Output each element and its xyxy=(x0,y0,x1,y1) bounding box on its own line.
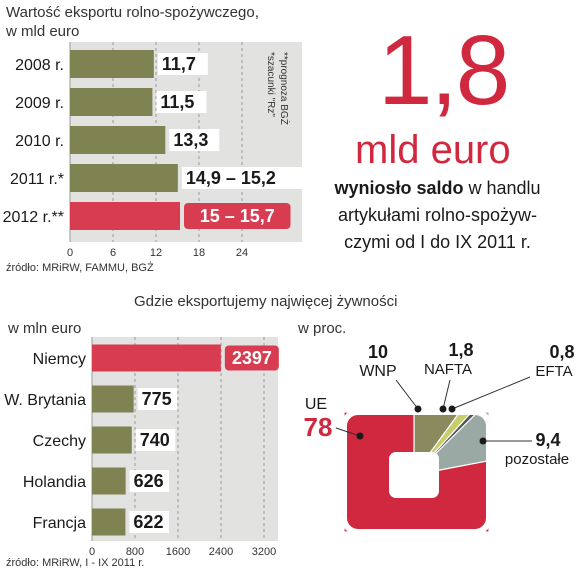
pie-label-nafta: NAFTA xyxy=(424,361,472,378)
pie-value-wnp: 10 xyxy=(368,342,388,362)
highlight-desc-bold: wyniosło saldo xyxy=(334,178,464,198)
x-tick-label: 12 xyxy=(150,247,162,259)
value-label: 622 xyxy=(133,512,163,532)
bar xyxy=(92,344,221,372)
value-label: 2397 xyxy=(232,348,272,368)
highlight-desc-line1: w handlu xyxy=(463,178,541,198)
value-label: 775 xyxy=(142,389,172,409)
top-chart-source: źródło: MRiRW, FAMMU, BGŻ xyxy=(6,261,154,274)
value-label: 626 xyxy=(134,471,164,491)
pie-center-hole xyxy=(389,452,439,498)
export-value-chart: 2008 r. 2009 r. 2010 r. 2011 r.* 2012 r.** 1… xyxy=(3,42,306,274)
x-tick-label: 1600 xyxy=(166,546,190,558)
value-label: 740 xyxy=(140,430,170,450)
leader-dot xyxy=(479,437,487,445)
top-chart-note-estimate: *szacunki "Rz" xyxy=(265,52,276,117)
value-label: 13,3 xyxy=(173,130,208,150)
pie-label-other: pozostałe xyxy=(505,451,569,468)
section-title: Gdzie eksportujemy najwięcej żywności xyxy=(134,293,398,310)
x-tick-label: 2400 xyxy=(209,546,233,558)
bar xyxy=(70,88,153,116)
leader-dot xyxy=(356,432,364,440)
highlight-desc-line3: czymi od I do IX 2011 r. xyxy=(344,232,531,252)
highlight-description: wyniosło saldo w handlu artykułami rolno… xyxy=(300,175,575,256)
value-label-bg xyxy=(157,53,208,75)
x-tick-label: 18 xyxy=(193,247,205,259)
bar xyxy=(92,426,132,454)
category-label: Niemcy xyxy=(33,351,86,368)
value-label-box xyxy=(184,203,291,229)
category-label: 2010 r. xyxy=(15,133,64,150)
value-label: 11,5 xyxy=(160,92,194,112)
pie-value-other: 9,4 xyxy=(535,430,560,450)
bar xyxy=(70,126,166,154)
leader-dot xyxy=(414,405,422,413)
category-label: Francja xyxy=(33,515,86,532)
bar xyxy=(70,50,154,78)
value-label: 14,9 – 15,2 xyxy=(186,168,276,188)
bottom-left-unit: w mln euro xyxy=(8,320,82,337)
value-label: 11,7 xyxy=(162,54,196,74)
leader-dot xyxy=(448,405,456,413)
bar xyxy=(92,508,126,536)
value-label-bg xyxy=(135,429,176,451)
category-label: 2012 r.** xyxy=(3,209,64,226)
value-label-bg xyxy=(137,388,178,410)
category-label: 2011 r.* xyxy=(10,171,64,188)
category-label: W. Brytania xyxy=(4,392,86,409)
value-label-bg xyxy=(129,511,169,533)
pie-value-efta: 0,8 xyxy=(549,342,574,362)
highlight-unit: mld euro xyxy=(355,128,511,172)
value-label-bg xyxy=(169,129,220,151)
value-label-bg xyxy=(129,470,170,492)
bar xyxy=(70,164,178,192)
x-tick-label: 0 xyxy=(89,546,95,558)
category-label: Holandia xyxy=(23,474,86,491)
bottom-right-unit: w proc. xyxy=(298,320,347,337)
bar xyxy=(70,202,181,230)
x-tick-label: 800 xyxy=(126,546,144,558)
value-label: 15 – 15,7 xyxy=(200,206,275,226)
highlight-value: 1,8 xyxy=(378,15,510,125)
top-chart-title: Wartość eksportu rolno-spożywczego, xyxy=(6,4,259,21)
bar xyxy=(92,467,126,495)
x-tick-label: 24 xyxy=(236,247,248,259)
top-chart-note-forecast: **prognoza BGŻ xyxy=(278,52,291,125)
bottom-chart-source: źródło: MRiRW, I - IX 2011 r. xyxy=(6,557,144,569)
highlight-desc-line2: artykułami rolno-spożyw- xyxy=(337,205,538,225)
pie-label-efta: EFTA xyxy=(535,363,572,380)
export-destinations-chart: Niemcy W. Brytania Czechy Holandia Francja 2… xyxy=(4,337,279,569)
bar xyxy=(92,385,134,413)
x-tick-label: 6 xyxy=(110,247,116,259)
pie-label-ue: UE xyxy=(305,396,327,413)
pie-value-nafta: 1,8 xyxy=(448,340,473,360)
value-label-box xyxy=(224,345,279,371)
value-label-bg xyxy=(181,167,306,189)
category-label: Czechy xyxy=(33,433,86,450)
pie-label-wnp: WNP xyxy=(359,363,396,380)
category-label: 2008 r. xyxy=(15,57,64,74)
leader-dot xyxy=(439,405,447,413)
category-label: 2009 r. xyxy=(15,95,64,112)
pie-value-ue: 78 xyxy=(304,412,333,442)
x-tick-label: 0 xyxy=(67,247,73,259)
top-chart-subtitle: w mld euro xyxy=(6,23,80,40)
value-label-bg xyxy=(156,91,207,113)
x-tick-label: 3200 xyxy=(252,546,276,558)
